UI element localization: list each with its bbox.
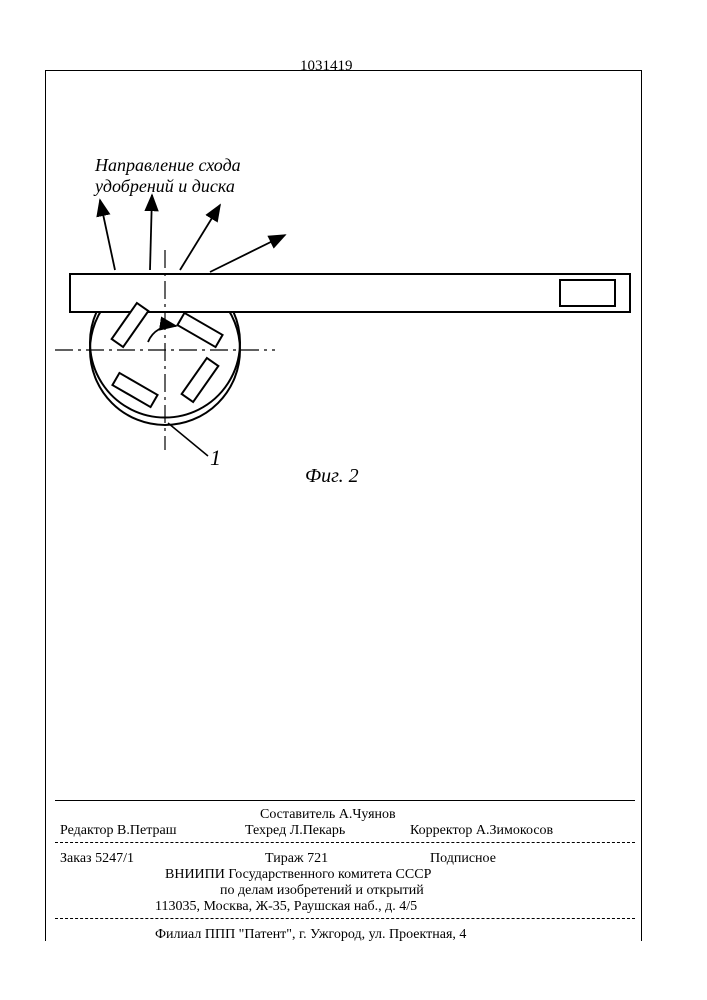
techred-row: Техред Л.Пекарь [245, 822, 345, 840]
corrector-row: Корректор А.Зимокосов [410, 822, 553, 840]
part-label: 1 [210, 445, 221, 471]
leader-line [168, 423, 208, 456]
tirazh-label: Тираж [265, 851, 304, 866]
org-line2: по делам изобретений и открытий [220, 882, 424, 900]
compiler-label: Составитель [260, 807, 335, 822]
divider-dash [55, 842, 635, 844]
subscription: Подписное [430, 850, 496, 868]
compiler-row: Составитель А.Чуянов [260, 806, 396, 824]
techred-label: Техред [245, 823, 286, 838]
figure-svg [0, 0, 707, 500]
corrector-label: Корректор [410, 823, 472, 838]
address2: Филиал ППП "Патент", г. Ужгород, ул. Про… [155, 926, 466, 944]
editor-label: Редактор [60, 823, 114, 838]
order-row: Заказ 5247/1 [60, 850, 134, 868]
editor-row: Редактор В.Петраш [60, 822, 176, 840]
order-value: 5247/1 [95, 851, 134, 866]
divider-dash-2 [55, 918, 635, 920]
order-label: Заказ [60, 851, 92, 866]
divider [55, 800, 635, 801]
figure-label: Фиг. 2 [305, 465, 359, 488]
tirazh-value: 721 [307, 851, 328, 866]
corrector-name: А.Зимокосов [476, 823, 553, 838]
page: 1031419 Направление схода удобрений и ди… [0, 0, 707, 1000]
editor-name: В.Петраш [117, 823, 176, 838]
bar-overlay [70, 274, 630, 312]
techred-name: Л.Пекарь [290, 823, 346, 838]
compiler-name: А.Чуянов [339, 807, 396, 822]
address1: 113035, Москва, Ж-35, Раушская наб., д. … [155, 898, 417, 916]
discharge-arrows [100, 195, 285, 272]
tirazh-row: Тираж 721 [265, 850, 328, 868]
org-line1: ВНИИПИ Государственного комитета СССР [165, 866, 431, 884]
